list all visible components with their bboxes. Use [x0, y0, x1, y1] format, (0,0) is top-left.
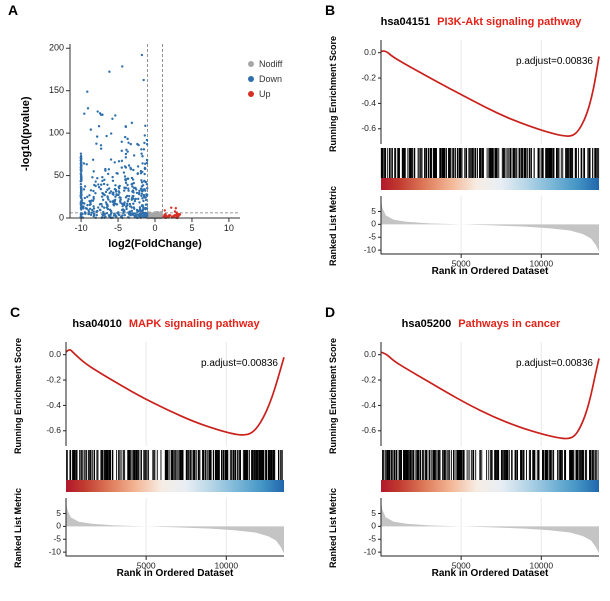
p-adjust-c: p.adjust=0.00836 — [200, 358, 278, 369]
legend-swatch-nodiff-icon — [248, 60, 254, 67]
legend-item-up: Up — [248, 86, 282, 101]
p-adjust-b: p.adjust=0.00836 — [515, 56, 593, 67]
gsea-title-b: hsa04151 PI3K-Akt signaling pathway — [359, 16, 603, 28]
panel-c-label: C — [10, 304, 21, 320]
legend-item-nodiff: Nodiff — [248, 56, 282, 71]
gsea-canvas-b — [325, 4, 607, 296]
volcano-y-axis-label: -log10(pvalue) — [20, 96, 32, 172]
es-axis-label-b: Running Enrichment Score — [328, 36, 338, 153]
pathway-id-c: hsa04010 — [72, 318, 122, 330]
es-axis-label-c: Running Enrichment Score — [13, 338, 23, 455]
panel-a-label: A — [8, 2, 19, 18]
panel-d-label: D — [325, 304, 336, 320]
pathway-name-b: PI3K-Akt signaling pathway — [437, 16, 582, 28]
legend-item-down: Down — [248, 71, 282, 86]
panel-d: D hsa05200 Pathways in cancer p.adjust=0.… — [325, 304, 607, 598]
gsea-canvas-d — [325, 306, 607, 598]
es-axis-label-d: Running Enrichment Score — [328, 338, 338, 455]
legend-label-up: Up — [259, 88, 271, 99]
gsea-canvas-c — [10, 306, 292, 598]
rank-axis-label-d: Rank in Ordered Dataset — [431, 568, 549, 579]
pathway-id-d: hsa05200 — [401, 318, 452, 330]
legend-swatch-up-icon — [248, 90, 254, 97]
rank-axis-label-c: Rank in Ordered Dataset — [116, 568, 234, 579]
legend-swatch-down-icon — [248, 75, 254, 82]
p-adjust-d: p.adjust=0.00836 — [515, 358, 593, 369]
gsea-title-d: hsa05200 Pathways in cancer — [359, 318, 603, 330]
panel-b: B hsa04151 PI3K-Akt signaling pathway p.a… — [325, 2, 607, 296]
metric-axis-label-c: Ranked List Metric — [13, 487, 23, 569]
metric-axis-label-b: Ranked List Metric — [328, 185, 338, 267]
legend-label-down: Down — [259, 73, 283, 84]
gsea-title-c: hsa04010 MAPK signaling pathway — [44, 318, 288, 330]
pathway-id-b: hsa04151 — [380, 16, 431, 28]
volcano-legend: Nodiff Down Up — [248, 56, 282, 101]
panel-c: C hsa04010 MAPK signaling pathway p.adjus… — [10, 304, 292, 598]
volcano-x-axis-label: log2(FoldChange) — [108, 238, 202, 250]
rank-axis-label-b: Rank in Ordered Dataset — [431, 266, 549, 277]
panel-b-label: B — [325, 2, 336, 18]
legend-label-nodiff: Nodiff — [259, 58, 283, 69]
panel-a: A -log10(pvalue) log2(FoldChange) Nodiff… — [8, 2, 320, 296]
pathway-name-d: Pathways in cancer — [458, 318, 561, 330]
volcano-canvas — [8, 4, 320, 296]
metric-axis-label-d: Ranked List Metric — [328, 487, 338, 569]
pathway-name-c: MAPK signaling pathway — [128, 318, 260, 330]
